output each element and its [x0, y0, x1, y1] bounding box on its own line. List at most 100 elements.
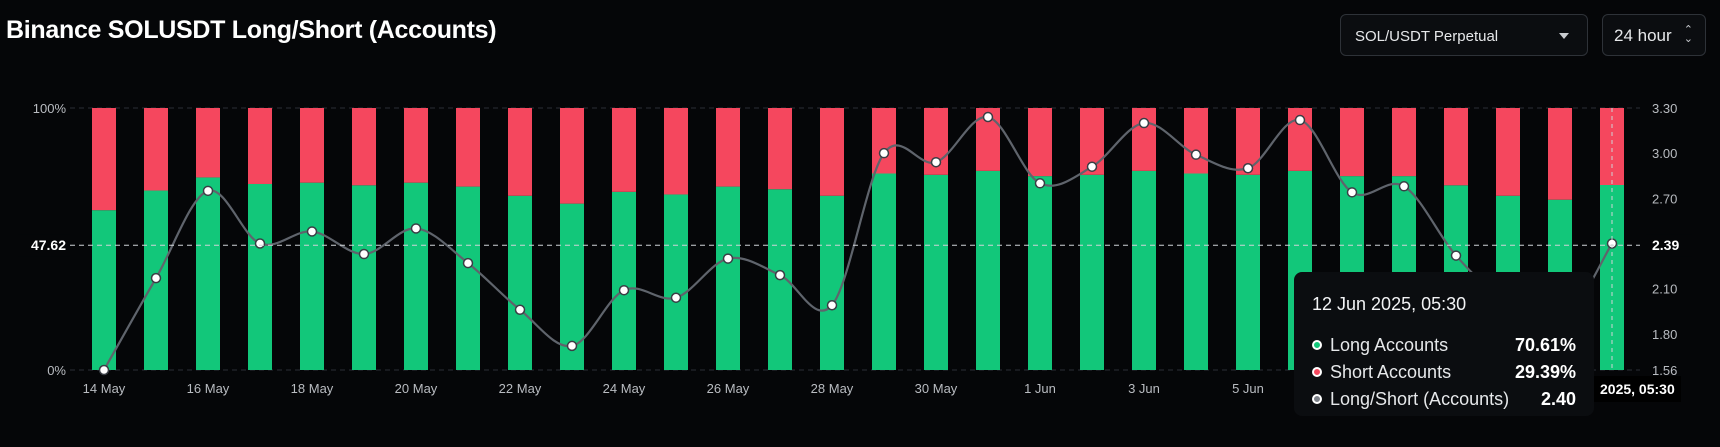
- ratio-point: [306, 226, 318, 237]
- x-tick-label: 3 Jun: [1128, 381, 1160, 396]
- bar-short: [196, 108, 220, 178]
- tooltip-row-value: 2.40: [1540, 389, 1576, 409]
- tooltip-row-long: Long Accounts 70.61%: [1312, 335, 1576, 359]
- x-tick-label: 14 May: [83, 381, 126, 396]
- bar-short: [820, 108, 844, 196]
- ratio-point: [878, 147, 890, 159]
- bar-long: [456, 186, 480, 370]
- right-tick-label: 3.30: [1652, 101, 1677, 116]
- bar-long: [196, 177, 220, 370]
- bar-short: [612, 108, 636, 192]
- x-tick-label: 24 May: [603, 381, 646, 396]
- left-tick-label: 0%: [47, 363, 66, 378]
- bar-short: [768, 108, 792, 190]
- x-tick-label: 28 May: [811, 381, 854, 396]
- bar-short: [716, 108, 740, 187]
- bar-short: [352, 108, 376, 186]
- crosshair-right-badge: [1646, 234, 1692, 257]
- crosshair-left-label: 47.62: [31, 237, 66, 253]
- right-tick-label: 1.80: [1652, 327, 1677, 342]
- ratio-point: [1190, 149, 1202, 160]
- x-tick-label: 1 Jun: [1024, 381, 1056, 396]
- ratio-point: [1450, 250, 1462, 261]
- ratio-point: [410, 223, 422, 234]
- time-range-label: 24 hour: [1614, 26, 1672, 45]
- ratio-point: [202, 185, 214, 197]
- bar-short: [1548, 108, 1572, 200]
- crosshair-left-badge: [18, 234, 70, 257]
- sort-updown-icon: ⌃ ⌄: [1683, 24, 1693, 45]
- tooltip-row-ratio: Long/Short (Accounts) 2.40: [1312, 389, 1576, 413]
- ratio-point: [358, 248, 370, 260]
- time-range-select[interactable]: 24 hour ⌃ ⌄: [1602, 14, 1706, 56]
- ratio-point: [462, 257, 474, 269]
- x-tick-label: 5 Jun: [1232, 381, 1264, 396]
- chevron-down-icon: [1559, 33, 1569, 39]
- ratio-point: [722, 253, 734, 264]
- bar-long: [1236, 174, 1260, 370]
- bar-long: [404, 182, 428, 370]
- ratio-dot-icon: [1312, 394, 1322, 404]
- bar-short: [248, 108, 272, 184]
- symbol-select[interactable]: SOL/USDT Perpetual: [1340, 14, 1588, 56]
- bar-short: [560, 108, 584, 204]
- chart-tooltip: 12 Jun 2025, 05:30 Long Accounts 70.61% …: [1294, 272, 1594, 416]
- ratio-point: [930, 156, 942, 168]
- bar-short: [1392, 108, 1416, 177]
- bar-long: [664, 194, 688, 370]
- ratio-point: [982, 111, 994, 123]
- crosshair-right-label: 2.39: [1652, 237, 1679, 253]
- short-dot-icon: [1312, 367, 1322, 377]
- right-tick-label: 2.70: [1652, 191, 1677, 206]
- bar-short: [404, 108, 428, 183]
- bar-short: [664, 108, 688, 195]
- bar-long: [872, 173, 896, 370]
- ratio-point: [566, 340, 578, 352]
- bar-short: [1132, 108, 1156, 171]
- bar-short: [1184, 108, 1208, 174]
- tooltip-row-label: Long Accounts: [1330, 335, 1449, 355]
- x-tick-label: 22 May: [499, 381, 542, 396]
- bar-long: [92, 210, 116, 370]
- bar-short: [872, 108, 896, 174]
- bar-short: [1340, 108, 1364, 177]
- bar-long: [820, 195, 844, 370]
- tooltip-row-label: Short Accounts: [1330, 362, 1452, 382]
- page-title: Binance SOLUSDT Long/Short (Accounts): [6, 16, 497, 44]
- bar-long: [1132, 170, 1156, 370]
- x-tick-label: 20 May: [395, 381, 438, 396]
- ratio-point: [514, 304, 526, 316]
- ratio-point: [254, 238, 266, 249]
- bar-long: [508, 195, 532, 370]
- tooltip-row-value: 70.61%: [1514, 335, 1576, 355]
- bar-long: [1028, 176, 1052, 370]
- bar-short: [92, 108, 116, 211]
- bar-long: [612, 191, 636, 370]
- ratio-point: [670, 292, 682, 303]
- x-tick-label: 30 May: [915, 381, 958, 396]
- long-dot-icon: [1312, 340, 1322, 350]
- x-tick-label: 18 May: [291, 381, 334, 396]
- bar-short: [456, 108, 480, 187]
- x-tick-label: 26 May: [707, 381, 750, 396]
- bar-short: [1444, 108, 1468, 186]
- ratio-point: [1138, 117, 1150, 129]
- bar-long: [976, 170, 1000, 370]
- tooltip-row-value: 29.39%: [1514, 362, 1576, 382]
- right-tick-label: 1.56: [1652, 363, 1677, 378]
- ratio-point: [1242, 162, 1254, 174]
- bar-long: [300, 182, 324, 370]
- ratio-point: [1034, 178, 1046, 189]
- bar-long: [716, 186, 740, 370]
- ratio-point: [826, 300, 838, 311]
- ratio-point: [774, 269, 786, 281]
- bar-long: [1184, 173, 1208, 370]
- ratio-point: [1086, 161, 1098, 172]
- x-tick-label: 16 May: [187, 381, 230, 396]
- bar-short: [1496, 108, 1520, 196]
- tooltip-row-short: Short Accounts 29.39%: [1312, 362, 1576, 386]
- bar-short: [1028, 108, 1052, 177]
- right-tick-label: 2.10: [1652, 282, 1677, 297]
- crosshair-x-label: 2025, 05:30: [1594, 376, 1681, 402]
